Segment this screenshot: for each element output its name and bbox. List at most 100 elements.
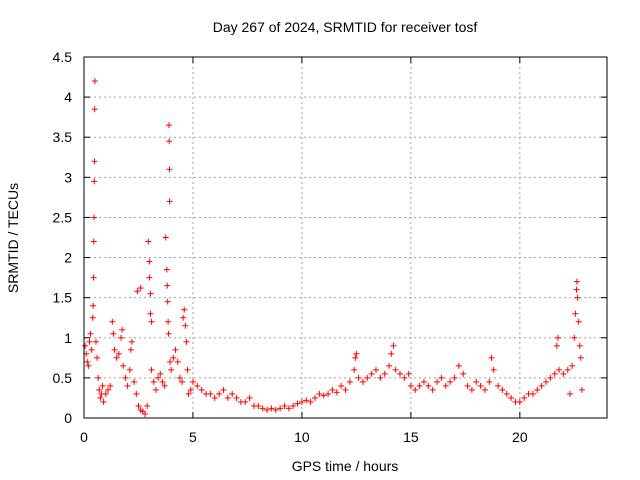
y-tick-label: 2.5 bbox=[53, 209, 73, 225]
x-tick-label: 0 bbox=[80, 429, 88, 445]
data-point bbox=[166, 166, 173, 173]
data-point bbox=[86, 338, 93, 345]
data-point bbox=[486, 378, 493, 385]
grid-lines bbox=[84, 57, 607, 418]
x-tick-label: 5 bbox=[189, 429, 197, 445]
data-point bbox=[264, 406, 271, 413]
data-point bbox=[229, 390, 236, 397]
data-point bbox=[189, 378, 196, 385]
data-point bbox=[342, 386, 349, 393]
data-point bbox=[355, 374, 362, 381]
plot-frame bbox=[83, 56, 608, 419]
y-tick-label: 4 bbox=[64, 89, 72, 105]
data-point bbox=[216, 390, 223, 397]
data-point bbox=[396, 370, 403, 377]
data-point bbox=[268, 405, 275, 412]
data-point bbox=[255, 402, 262, 409]
data-point bbox=[87, 330, 94, 337]
data-point bbox=[390, 342, 397, 349]
data-point bbox=[157, 370, 164, 377]
data-point bbox=[124, 382, 131, 389]
data-point bbox=[377, 374, 384, 381]
data-point bbox=[434, 378, 441, 385]
data-point bbox=[576, 342, 583, 349]
x-tick-label: 20 bbox=[512, 429, 528, 445]
data-point bbox=[285, 405, 292, 412]
data-point bbox=[351, 366, 358, 373]
data-point bbox=[473, 378, 480, 385]
data-point bbox=[521, 394, 528, 401]
data-point bbox=[148, 318, 155, 325]
data-point bbox=[165, 330, 172, 337]
data-point bbox=[97, 394, 104, 401]
data-point bbox=[91, 106, 98, 113]
data-point bbox=[488, 354, 495, 361]
data-point bbox=[165, 318, 172, 325]
data-point bbox=[508, 394, 515, 401]
data-point bbox=[578, 386, 585, 393]
data-point bbox=[90, 238, 97, 245]
data-point bbox=[407, 382, 414, 389]
data-point bbox=[442, 382, 449, 389]
data-point bbox=[163, 266, 170, 273]
data-point bbox=[220, 386, 227, 393]
data-point bbox=[333, 389, 340, 396]
data-point bbox=[168, 366, 175, 373]
data-point bbox=[468, 386, 475, 393]
data-point bbox=[554, 334, 561, 341]
data-point bbox=[95, 374, 102, 381]
data-point bbox=[166, 138, 173, 145]
data-point bbox=[147, 290, 154, 297]
data-point bbox=[338, 382, 345, 389]
data-point bbox=[110, 330, 117, 337]
data-point bbox=[176, 374, 183, 381]
data-point bbox=[233, 394, 240, 401]
data-point bbox=[135, 402, 142, 409]
data-point bbox=[573, 286, 580, 293]
data-point bbox=[100, 398, 107, 405]
data-point bbox=[148, 366, 155, 373]
data-point bbox=[281, 402, 288, 409]
data-point bbox=[127, 346, 134, 353]
y-tick-label: 3 bbox=[64, 169, 72, 185]
data-point bbox=[155, 374, 162, 381]
data-point bbox=[425, 382, 432, 389]
data-point bbox=[416, 382, 423, 389]
data-point bbox=[571, 334, 578, 341]
data-point bbox=[211, 394, 218, 401]
data-point bbox=[174, 358, 181, 365]
data-point bbox=[145, 238, 152, 245]
data-point bbox=[99, 382, 106, 389]
data-point bbox=[166, 198, 173, 205]
data-point bbox=[490, 366, 497, 373]
data-point bbox=[146, 274, 153, 281]
data-point bbox=[120, 362, 127, 369]
data-point bbox=[503, 390, 510, 397]
data-point bbox=[566, 390, 573, 397]
data-point bbox=[181, 306, 188, 313]
data-point bbox=[207, 390, 214, 397]
data-point bbox=[307, 398, 314, 405]
data-point bbox=[119, 326, 126, 333]
data-point bbox=[412, 386, 419, 393]
data-point bbox=[172, 346, 179, 353]
data-point bbox=[82, 342, 89, 349]
data-point bbox=[542, 378, 549, 385]
data-point bbox=[90, 302, 97, 309]
data-point bbox=[574, 294, 581, 301]
data-point bbox=[392, 366, 399, 373]
data-point bbox=[242, 398, 249, 405]
data-point bbox=[538, 382, 545, 389]
y-tick-label: 0.5 bbox=[53, 370, 73, 386]
data-point bbox=[259, 405, 266, 412]
data-point bbox=[104, 386, 111, 393]
data-point bbox=[560, 370, 567, 377]
data-point bbox=[495, 382, 502, 389]
data-point bbox=[122, 374, 129, 381]
data-point bbox=[277, 405, 284, 412]
data-point bbox=[320, 392, 327, 399]
data-point bbox=[352, 354, 359, 361]
data-point bbox=[447, 378, 454, 385]
data-point bbox=[159, 378, 166, 385]
data-point bbox=[438, 374, 445, 381]
